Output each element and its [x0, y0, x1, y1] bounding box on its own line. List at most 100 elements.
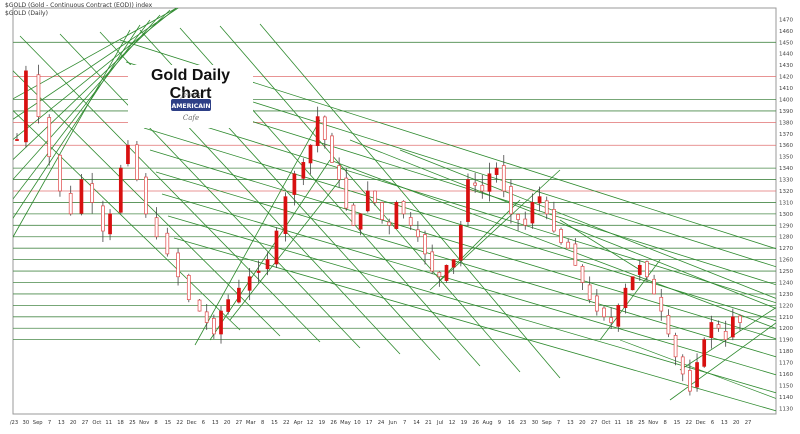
candle-body	[645, 261, 649, 278]
trend-line	[329, 159, 776, 329]
x-tick-label: Nov	[648, 420, 658, 426]
x-tick-label: 17	[366, 420, 373, 426]
candle-body	[283, 196, 288, 234]
candle-body	[274, 230, 279, 265]
trend-line	[349, 139, 776, 309]
trend-line	[13, 8, 177, 141]
candle-body	[652, 278, 656, 295]
candle-body	[587, 284, 592, 300]
x-tick-label: 20	[733, 420, 740, 426]
candle-body	[154, 217, 159, 238]
candle-body	[351, 204, 356, 226]
y-tick-label: 1350	[779, 155, 793, 161]
y-tick-label: 1380	[779, 120, 793, 126]
y-tick-label: 1200	[779, 326, 793, 332]
candle-body	[494, 167, 499, 175]
x-tick-label: 15	[674, 420, 681, 426]
x-tick-label: 26	[330, 420, 337, 426]
x-tick-label: Aug	[482, 420, 492, 426]
x-tick-label: 27	[236, 420, 243, 426]
trend-line	[173, 237, 776, 412]
candle-body	[101, 205, 105, 232]
candle-body	[680, 356, 685, 375]
trend-line	[429, 169, 561, 291]
x-tick-label: Dec	[187, 420, 197, 426]
trend-line	[13, 70, 281, 337]
trend-line	[13, 8, 178, 100]
americain-cafe-logo: Jerre's AMERICAIN Cafe	[171, 92, 211, 122]
x-tick-label: 25	[638, 420, 645, 426]
x-tick-label: 20	[70, 420, 77, 426]
y-tick-label: 1360	[779, 143, 793, 149]
candle-body	[487, 173, 492, 192]
x-tick-label: 7	[48, 420, 51, 426]
chart-title-box: Gold Daily Chart Jerre's AMERICAIN Cafe	[128, 65, 253, 128]
x-tick-label: 7	[557, 420, 560, 426]
x-tick-label: /23	[10, 420, 18, 426]
x-tick-label: 19	[461, 420, 468, 426]
y-tick-label: 1310	[779, 200, 793, 206]
candle-body	[15, 139, 19, 141]
trend-line	[13, 8, 179, 120]
y-tick-label: 1300	[779, 212, 793, 218]
x-tick-label: May	[340, 420, 351, 426]
x-tick-label: 30	[532, 420, 539, 426]
chart-title: Gold Daily Chart	[150, 67, 231, 102]
candle-body	[204, 311, 209, 323]
trend-line	[259, 23, 561, 379]
trend-line	[619, 339, 776, 399]
x-tick-label: 6	[711, 420, 714, 426]
y-tick-label: 1130	[779, 406, 793, 412]
candle-body	[337, 165, 341, 180]
candle-body	[58, 154, 62, 192]
y-tick-label: 1410	[779, 86, 793, 92]
y-tick-label: 1290	[779, 223, 793, 229]
candle-body	[219, 310, 223, 335]
candle-body	[437, 271, 442, 278]
x-tick-label: Sep	[542, 420, 552, 426]
candle-body	[480, 184, 485, 192]
candle-body	[408, 217, 413, 226]
x-tick-label: 25	[129, 420, 136, 426]
x-tick-label: Sep	[33, 420, 43, 426]
y-tick-label: 1440	[779, 52, 793, 58]
candle-body	[630, 276, 635, 291]
candle-body	[226, 299, 231, 312]
candle-body	[723, 330, 728, 341]
y-tick-label: 1270	[779, 246, 793, 252]
y-tick-label: 1280	[779, 235, 793, 241]
y-tick-label: 1460	[779, 29, 793, 35]
candle-body	[688, 370, 692, 392]
x-tick-label: 21	[425, 420, 432, 426]
y-tick-label: 1390	[779, 109, 793, 115]
logo-text-2: Cafe	[183, 114, 199, 122]
candle-body	[537, 196, 542, 204]
x-tick-label: 14	[413, 420, 420, 426]
trend-line	[149, 149, 776, 340]
x-tick-label: 12	[307, 420, 314, 426]
logo-text-1: AMERICAIN	[171, 103, 210, 110]
series-label: $GOLD (Daily)	[5, 10, 48, 17]
candle-body	[602, 307, 606, 318]
x-tick-label: 16	[508, 420, 515, 426]
candle-body	[247, 276, 252, 291]
trend-line	[59, 33, 361, 349]
candle-body	[594, 295, 599, 312]
candle-body	[523, 218, 528, 226]
candle-body	[695, 362, 699, 388]
candle-body	[47, 117, 52, 158]
candle-body	[709, 322, 714, 338]
y-tick-label: 1450	[779, 40, 793, 46]
y-tick-label: 1420	[779, 75, 793, 81]
candle-body	[135, 144, 139, 180]
trend-line	[439, 199, 521, 281]
x-tick-label: 8	[261, 420, 264, 426]
x-tick-label: 12	[449, 420, 456, 426]
x-tick-label: 18	[626, 420, 633, 426]
candle-body	[566, 241, 571, 249]
candle-body	[292, 173, 297, 195]
x-tick-label: 13	[567, 420, 574, 426]
trend-line	[19, 35, 321, 343]
candle-body	[466, 179, 470, 222]
candle-body	[430, 251, 435, 272]
